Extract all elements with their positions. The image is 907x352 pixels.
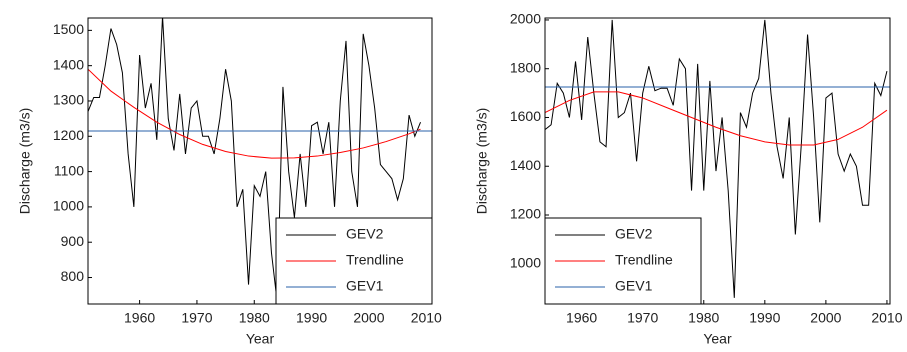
y-tick-label: 2000 — [510, 11, 541, 27]
y-tick-label: 1000 — [53, 198, 84, 214]
y-tick-label: 1600 — [510, 108, 541, 124]
y-tick-label: 800 — [61, 268, 85, 284]
data-line — [545, 19, 888, 298]
legend-label: GEV2 — [615, 226, 653, 242]
chart: 1000 1200 1400 1600 1800 2000 1960 1970 1980 1990… — [474, 11, 903, 347]
x-tick-label: 1990 — [749, 310, 780, 326]
y-axis-label: Discharge (m3/s) — [474, 108, 490, 215]
y-tick-label: 1200 — [53, 127, 84, 143]
x-tick-label: 2000 — [810, 310, 841, 326]
plot-frame — [544, 17, 891, 305]
legend-label: GEV1 — [346, 278, 384, 294]
y-tick-label: 1400 — [53, 56, 84, 72]
x-tick-label: 1970 — [627, 310, 658, 326]
x-tick-label: 1960 — [124, 310, 155, 326]
legend-label: Trendline — [615, 252, 673, 268]
x-tick-label: 2010 — [871, 310, 902, 326]
x-axis-label: Year — [246, 331, 275, 347]
chart: 800 900 1000 1100 1200 1300 1400 1500 1960 1970 19… — [17, 17, 442, 347]
y-tick-label: 1400 — [510, 157, 541, 173]
y-tick-label: 1100 — [54, 162, 84, 178]
x-tick-label: 1960 — [566, 310, 597, 326]
y-tick-label: 900 — [61, 233, 85, 249]
x-tick-label: 1970 — [181, 310, 212, 326]
y-tick-label: 1000 — [510, 254, 541, 270]
x-tick-label: 2000 — [353, 310, 384, 326]
y-axis-label: Discharge (m3/s) — [17, 108, 33, 215]
legend-label: GEV2 — [346, 226, 384, 242]
plot-frame — [87, 17, 433, 305]
y-tick-label: 1800 — [510, 59, 541, 75]
legend: GEV2 Trendline GEV1 — [275, 217, 433, 305]
y-tick-label: 1300 — [53, 92, 84, 108]
y-tick-label: 1500 — [53, 21, 84, 37]
x-tick-label: 1980 — [239, 310, 270, 326]
legend-label: GEV1 — [615, 278, 653, 294]
legend-label: Trendline — [346, 252, 404, 268]
x-axis-label: Year — [703, 331, 732, 347]
data-line — [545, 91, 888, 146]
y-tick-label: 1200 — [510, 206, 541, 222]
x-tick-label: 2010 — [411, 310, 442, 326]
x-tick-label: 1990 — [296, 310, 327, 326]
legend: GEV2 Trendline GEV1 — [544, 217, 702, 305]
data-line — [88, 68, 421, 159]
data-line — [88, 18, 421, 303]
x-tick-label: 1980 — [688, 310, 719, 326]
